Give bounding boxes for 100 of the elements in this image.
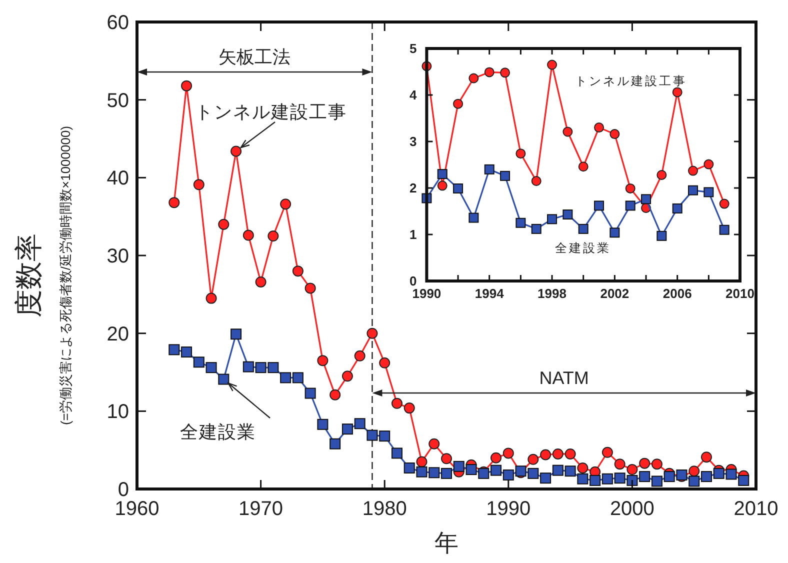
point — [280, 372, 292, 384]
point — [168, 344, 180, 356]
annotation: NATM — [539, 368, 589, 388]
point — [193, 356, 204, 368]
x-tick-label: 2010 — [734, 498, 778, 520]
point — [181, 346, 192, 358]
point — [562, 210, 573, 220]
point — [484, 67, 494, 78]
point — [453, 460, 464, 472]
annotation: 矢板工法 — [218, 47, 291, 67]
point — [700, 471, 712, 482]
point — [688, 476, 700, 487]
point — [700, 452, 712, 463]
point — [516, 218, 526, 228]
y-axis-title: 度数率 (=労働災害による死傷者数/延労働時間数×1000000) — [13, 126, 73, 426]
x-tick-label: 1970 — [238, 498, 284, 520]
point — [502, 448, 514, 459]
point — [577, 462, 588, 474]
point — [552, 448, 564, 460]
point — [590, 474, 601, 486]
point — [626, 464, 638, 476]
x-tick-label: 2006 — [662, 286, 692, 301]
point — [255, 276, 266, 288]
point — [531, 176, 542, 186]
point — [304, 282, 316, 294]
x-tick-label: 2002 — [600, 286, 630, 301]
point — [490, 464, 502, 476]
point — [664, 471, 675, 482]
point — [516, 148, 526, 159]
point — [206, 362, 217, 374]
y-tick-label: 0 — [118, 479, 129, 501]
x-axis-title: 年 — [434, 530, 458, 557]
annotation: トンネル建設工事 — [575, 74, 687, 88]
point — [428, 467, 440, 478]
annotation: 全建設業 — [555, 241, 611, 255]
point — [564, 448, 576, 460]
point — [466, 464, 477, 476]
point — [317, 418, 328, 430]
point — [641, 194, 652, 204]
point — [552, 464, 564, 476]
y-tick-label: 60 — [106, 12, 129, 34]
point — [206, 292, 217, 304]
point — [719, 224, 730, 235]
point — [614, 472, 626, 484]
point — [317, 355, 328, 366]
point — [738, 474, 750, 486]
x-tick-label: 1990 — [412, 286, 442, 301]
point — [268, 230, 279, 242]
y-tick-label: 10 — [106, 401, 129, 424]
point — [330, 438, 341, 450]
point — [218, 374, 230, 385]
point — [404, 462, 415, 474]
point — [193, 179, 204, 190]
point — [379, 357, 390, 368]
point — [726, 468, 737, 480]
point — [625, 200, 636, 211]
point — [531, 224, 542, 234]
point — [528, 454, 539, 465]
point — [280, 198, 292, 210]
point — [528, 468, 539, 479]
point — [379, 430, 390, 442]
point — [181, 80, 192, 92]
point — [564, 466, 576, 477]
point — [594, 122, 604, 133]
point — [404, 402, 415, 414]
point — [441, 468, 452, 479]
point — [719, 198, 730, 209]
y-tick-label: 1 — [409, 227, 417, 242]
point — [577, 473, 588, 484]
y-tick-label: 20 — [106, 323, 129, 346]
point — [562, 126, 573, 137]
point — [704, 159, 714, 170]
point — [626, 474, 638, 486]
point — [672, 87, 682, 98]
y-tick-label: 4 — [409, 88, 418, 103]
point — [500, 170, 510, 181]
point — [366, 430, 378, 441]
point — [342, 370, 353, 382]
point — [610, 129, 620, 140]
point — [704, 187, 714, 198]
x-tick-label: 1960 — [114, 498, 160, 520]
y-tick-label: 3 — [409, 134, 417, 150]
y-tick-label: 5 — [409, 41, 417, 56]
y-tick-label: 50 — [106, 90, 129, 112]
point — [168, 197, 180, 208]
point — [354, 418, 366, 430]
point — [651, 458, 662, 470]
point — [453, 98, 464, 109]
x-tick-label: 2000 — [610, 498, 654, 520]
point — [437, 180, 448, 191]
y-tick-label: 40 — [106, 168, 129, 190]
point — [656, 230, 667, 241]
annotation: トンネル建設工事 — [195, 102, 347, 122]
point — [218, 218, 230, 230]
point — [547, 214, 558, 224]
point — [230, 328, 242, 340]
point — [242, 361, 254, 372]
point — [366, 328, 378, 339]
point — [540, 472, 552, 484]
point — [391, 448, 402, 459]
